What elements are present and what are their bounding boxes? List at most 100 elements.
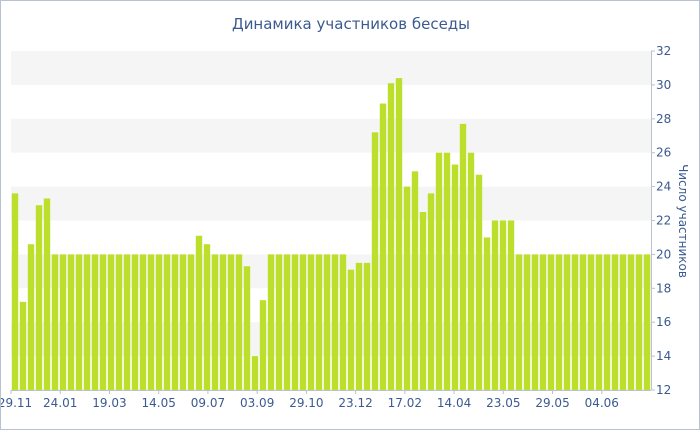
- y-tick-label: 12: [656, 383, 671, 397]
- bar: [467, 152, 475, 390]
- bar: [451, 164, 459, 390]
- grid-band: [11, 51, 651, 85]
- bar: [371, 132, 379, 391]
- bar: [59, 254, 67, 390]
- x-tick-label: 23.05: [486, 396, 520, 410]
- grid-band: [11, 186, 651, 221]
- grid-band: [11, 322, 651, 357]
- bar: [67, 254, 75, 390]
- bar: [531, 254, 539, 390]
- bar: [299, 254, 307, 390]
- y-tick-label: 24: [656, 180, 671, 194]
- bar: [171, 254, 179, 390]
- bar: [515, 254, 523, 390]
- bar: [35, 205, 43, 390]
- x-tick-label: 04.06: [585, 396, 619, 410]
- bar: [507, 220, 515, 390]
- x-tick-label: 17.02: [388, 396, 422, 410]
- bar: [11, 193, 19, 390]
- bars: [11, 78, 651, 391]
- x-tick-label: 23.12: [338, 396, 372, 410]
- bar: [619, 254, 627, 390]
- bar: [491, 220, 499, 390]
- chart-title: Динамика участников беседы: [232, 15, 470, 33]
- x-tick-label: 14.04: [437, 396, 471, 410]
- bar: [355, 262, 363, 391]
- bar: [363, 262, 371, 391]
- bar: [43, 198, 51, 390]
- bar: [595, 254, 603, 390]
- bar: [459, 123, 467, 390]
- y-tick-label: 26: [656, 146, 671, 160]
- bar: [243, 266, 251, 390]
- bar: [275, 254, 283, 390]
- bar: [147, 254, 155, 390]
- bar: [627, 254, 635, 390]
- bar: [587, 254, 595, 390]
- bar: [315, 254, 323, 390]
- bar: [51, 254, 59, 390]
- bar: [411, 171, 419, 390]
- y-tick-label: 32: [656, 44, 671, 58]
- bar: [379, 103, 387, 391]
- bar: [483, 237, 491, 390]
- bar: [475, 174, 483, 390]
- bar: [443, 152, 451, 390]
- bar: [187, 254, 195, 390]
- bar: [91, 254, 99, 390]
- grid-band: [11, 254, 651, 289]
- bar: [579, 254, 587, 390]
- bar: [611, 254, 619, 390]
- y-tick-label: 18: [656, 281, 671, 295]
- bar: [347, 269, 355, 390]
- grid-bands: [11, 51, 651, 357]
- x-tick-label: 03.09: [240, 396, 274, 410]
- bar: [19, 301, 27, 390]
- bar: [115, 254, 123, 390]
- bar: [395, 78, 403, 391]
- bar: [235, 254, 243, 390]
- bar: [163, 254, 171, 390]
- bar: [499, 220, 507, 390]
- bar: [523, 254, 531, 390]
- bar: [323, 254, 331, 390]
- x-tick-label: 29.05: [535, 396, 569, 410]
- bar: [571, 254, 579, 390]
- y-axis-label: Число участников: [676, 164, 690, 278]
- bar: [339, 254, 347, 390]
- bar: [331, 254, 339, 390]
- y-tick-label: 20: [656, 247, 671, 261]
- x-tick-label: 29.11: [1, 396, 32, 410]
- bar: [291, 254, 299, 390]
- bar: [555, 254, 563, 390]
- x-tick-label: 09.07: [191, 396, 225, 410]
- y-tick-label: 22: [656, 214, 671, 228]
- y-tick-label: 14: [656, 349, 671, 363]
- bar: [267, 254, 275, 390]
- bar: [195, 235, 203, 390]
- bar: [259, 300, 267, 390]
- bar: [435, 152, 443, 390]
- bar: [155, 254, 163, 390]
- bar: [635, 254, 643, 390]
- bar: [283, 254, 291, 390]
- x-tick-label: 14.05: [142, 396, 176, 410]
- x-tick-label: 29.10: [289, 396, 323, 410]
- bar: [219, 254, 227, 390]
- bar: [387, 83, 395, 390]
- bar: [139, 254, 147, 390]
- bar: [179, 254, 187, 390]
- x-tick-label: 19.03: [92, 396, 126, 410]
- bar: [99, 254, 107, 390]
- y-tick-labels: 12 14 16 18 20 22 24 26 28 30 32: [651, 44, 671, 397]
- bar: [427, 193, 435, 390]
- bar: [603, 254, 611, 390]
- bar: [547, 254, 555, 390]
- bar: [403, 186, 411, 390]
- y-tick-label: 16: [656, 315, 671, 329]
- bar: [83, 254, 91, 390]
- y-tick-label: 30: [656, 78, 671, 92]
- bar: [123, 254, 131, 390]
